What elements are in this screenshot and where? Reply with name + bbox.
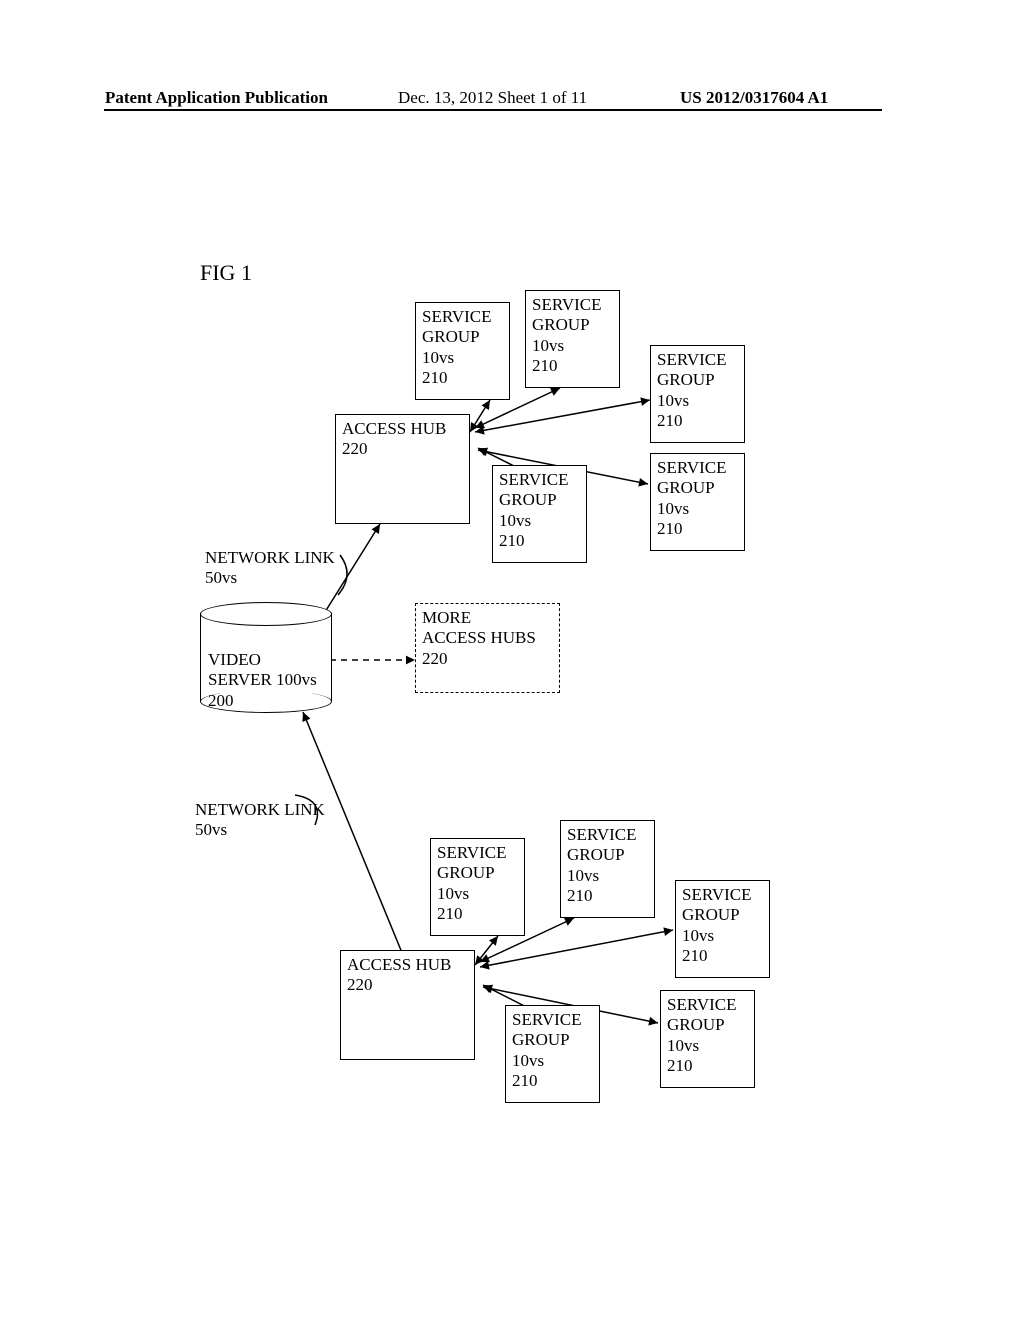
node-sg1b: SERVICE GROUP 10vs 210: [525, 290, 620, 388]
node-label-sg1d: SERVICE GROUP 10vs 210: [499, 470, 568, 552]
node-sg1a: SERVICE GROUP 10vs 210: [415, 302, 510, 400]
node-sg2e: SERVICE GROUP 10vs 210: [660, 990, 755, 1088]
node-morehubs: MORE ACCESS HUBS 220: [415, 603, 560, 693]
cylinder-top: [200, 602, 332, 626]
node-label-sg2c: SERVICE GROUP 10vs 210: [682, 885, 751, 967]
node-label-sg1c: SERVICE GROUP 10vs 210: [657, 350, 726, 432]
free-label-1: NETWORK LINK 50vs: [195, 800, 325, 841]
node-label-sg1e: SERVICE GROUP 10vs 210: [657, 458, 726, 540]
page: Patent Application Publication Dec. 13, …: [0, 0, 1024, 1320]
node-label-sg2d: SERVICE GROUP 10vs 210: [512, 1010, 581, 1092]
node-label-sg2e: SERVICE GROUP 10vs 210: [667, 995, 736, 1077]
node-label-sg1b: SERVICE GROUP 10vs 210: [532, 295, 601, 377]
header-left: Patent Application Publication: [105, 88, 328, 108]
node-sg2b: SERVICE GROUP 10vs 210: [560, 820, 655, 918]
cylinder-label: VIDEO SERVER 100vs 200: [208, 650, 317, 711]
free-label-0: NETWORK LINK 50vs: [205, 548, 335, 589]
figure-label: FIG 1: [200, 260, 252, 286]
header-rule: [104, 109, 882, 111]
node-label-morehubs: MORE ACCESS HUBS 220: [422, 608, 536, 669]
node-hub1: ACCESS HUB 220: [335, 414, 470, 524]
node-hub2: ACCESS HUB 220: [340, 950, 475, 1060]
video-server-cylinder: VIDEO SERVER 100vs 200: [200, 602, 330, 712]
node-label-sg2b: SERVICE GROUP 10vs 210: [567, 825, 636, 907]
node-sg2d: SERVICE GROUP 10vs 210: [505, 1005, 600, 1103]
node-label-sg2a: SERVICE GROUP 10vs 210: [437, 843, 506, 925]
node-label-sg1a: SERVICE GROUP 10vs 210: [422, 307, 491, 389]
header-right: US 2012/0317604 A1: [680, 88, 828, 108]
node-sg1d: SERVICE GROUP 10vs 210: [492, 465, 587, 563]
node-sg1c: SERVICE GROUP 10vs 210: [650, 345, 745, 443]
header-mid: Dec. 13, 2012 Sheet 1 of 11: [398, 88, 587, 108]
node-label-hub1: ACCESS HUB 220: [342, 419, 446, 460]
node-sg2c: SERVICE GROUP 10vs 210: [675, 880, 770, 978]
node-sg2a: SERVICE GROUP 10vs 210: [430, 838, 525, 936]
node-label-hub2: ACCESS HUB 220: [347, 955, 451, 996]
node-sg1e: SERVICE GROUP 10vs 210: [650, 453, 745, 551]
